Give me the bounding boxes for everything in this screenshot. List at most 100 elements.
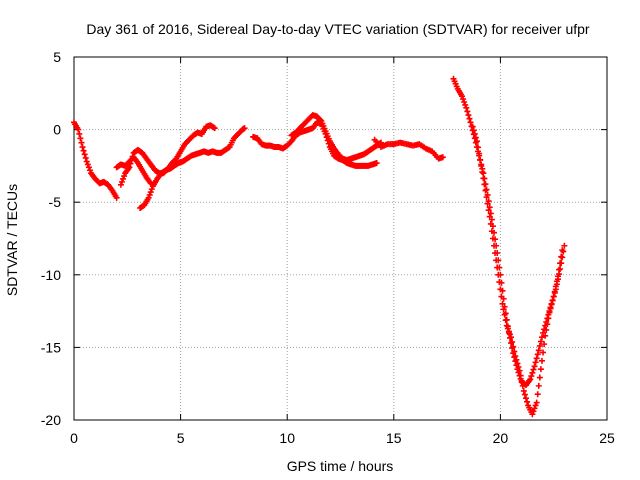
data-point xyxy=(477,156,484,163)
data-point xyxy=(473,138,480,145)
data-point xyxy=(543,326,550,333)
data-point xyxy=(146,191,153,198)
y-tick-label: -10 xyxy=(41,267,61,283)
data-point xyxy=(501,311,508,318)
data-point xyxy=(78,139,85,146)
data-point xyxy=(530,408,537,415)
data-point xyxy=(504,325,511,332)
data-point xyxy=(479,169,486,176)
series-s3 xyxy=(117,122,218,188)
data-point xyxy=(557,260,564,267)
series-s9 xyxy=(469,123,566,418)
data-point xyxy=(561,242,568,249)
data-point xyxy=(461,99,468,106)
chart-title: Day 361 of 2016, Sidereal Day-to-day VTE… xyxy=(86,21,590,37)
data-point xyxy=(528,373,535,380)
data-point xyxy=(498,293,505,300)
data-point xyxy=(145,194,152,201)
data-point xyxy=(506,331,513,338)
data-point xyxy=(80,147,87,154)
data-point xyxy=(465,112,472,119)
data-point xyxy=(538,357,545,364)
data-point xyxy=(481,181,488,188)
data-points xyxy=(71,75,568,418)
data-point xyxy=(483,194,490,201)
data-point xyxy=(553,278,560,285)
axis-ticks xyxy=(73,56,608,421)
data-point xyxy=(491,242,498,249)
x-tick-label: 5 xyxy=(177,430,185,446)
data-point xyxy=(75,126,82,133)
data-point xyxy=(551,288,558,295)
data-point xyxy=(486,213,493,220)
data-point xyxy=(129,153,136,160)
data-point xyxy=(518,377,525,384)
data-point xyxy=(533,399,540,406)
data-point xyxy=(513,356,520,363)
data-point xyxy=(471,130,478,137)
data-point xyxy=(546,309,553,316)
data-point xyxy=(439,154,446,161)
data-point xyxy=(128,157,135,164)
data-point xyxy=(556,266,563,273)
data-point xyxy=(502,317,509,324)
data-point xyxy=(459,93,466,100)
data-point xyxy=(508,340,515,347)
data-point xyxy=(82,154,89,161)
data-point xyxy=(496,279,503,286)
x-tick-label: 20 xyxy=(493,430,509,446)
series-s8 xyxy=(450,75,568,389)
data-point xyxy=(542,332,549,339)
data-point xyxy=(480,170,487,177)
data-point xyxy=(515,364,522,371)
data-point xyxy=(86,167,93,174)
data-point xyxy=(487,210,494,217)
data-point xyxy=(517,372,524,379)
data-point xyxy=(117,181,124,188)
y-tick-labels: -20 -15 -10 -5 0 5 xyxy=(41,49,61,428)
data-point xyxy=(516,367,523,374)
series-s5 xyxy=(250,119,380,169)
data-point xyxy=(535,347,542,354)
data-point xyxy=(545,315,552,322)
data-point xyxy=(530,366,537,373)
data-point xyxy=(522,395,529,402)
data-point xyxy=(76,130,83,137)
x-tick-labels: 0 5 10 15 20 25 xyxy=(70,430,615,446)
y-tick-label: -15 xyxy=(41,339,61,355)
data-point xyxy=(508,334,515,341)
data-point xyxy=(480,175,487,182)
data-point xyxy=(464,108,471,115)
data-point xyxy=(531,405,538,412)
data-point xyxy=(84,161,91,168)
data-point xyxy=(497,286,504,293)
data-point xyxy=(83,158,90,165)
series-s7 xyxy=(371,136,446,162)
data-point xyxy=(548,301,555,308)
data-point xyxy=(81,151,88,158)
data-point xyxy=(317,116,324,123)
data-point xyxy=(535,382,542,389)
x-tick-label: 0 xyxy=(70,430,78,446)
data-point xyxy=(495,271,502,278)
data-point xyxy=(483,186,490,193)
data-point xyxy=(532,402,539,409)
data-point xyxy=(512,353,519,360)
data-point xyxy=(527,376,534,383)
data-point xyxy=(487,220,494,227)
data-point xyxy=(147,189,154,196)
data-point xyxy=(476,150,483,157)
data-point xyxy=(500,306,507,313)
y-tick-label: -20 xyxy=(41,412,61,428)
data-point xyxy=(529,411,536,418)
data-point xyxy=(482,187,489,194)
data-point xyxy=(85,164,92,171)
data-point xyxy=(469,123,476,130)
data-point xyxy=(531,363,538,370)
data-point xyxy=(538,334,545,341)
data-point xyxy=(478,162,485,169)
data-point xyxy=(493,257,500,264)
grid-lines xyxy=(74,57,607,420)
x-tick-label: 15 xyxy=(386,430,402,446)
data-point xyxy=(121,173,128,180)
